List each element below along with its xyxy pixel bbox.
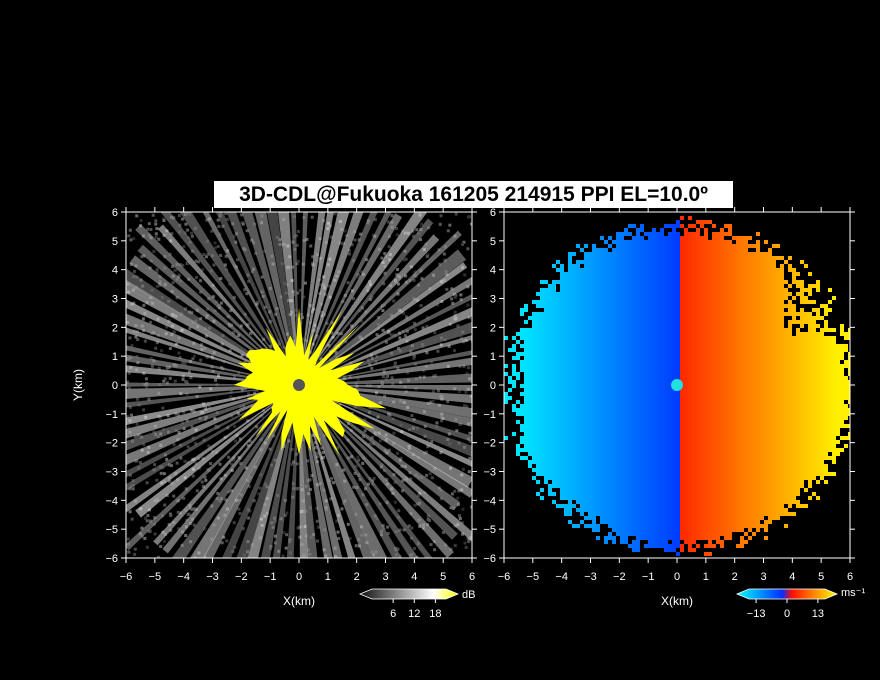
velocity-colorbar: ms⁻¹ −13 0 13 [735, 587, 865, 620]
y-axis-label: Y(km) [71, 369, 85, 401]
velocity-panel: −6 −5 −4 −3 −2 −1 0 1 2 3 4 5 6 6 5 4 3 2 1 0 −1 −2 −3 −4 −5 −6 X… [483, 207, 855, 608]
x-tick-label: 0 [296, 571, 302, 583]
radar-site-marker [671, 379, 683, 391]
y-tick-label: 3 [490, 294, 496, 306]
reflectivity-image [126, 212, 472, 558]
colorbar-bar [735, 588, 839, 600]
y-tick-label: −4 [483, 495, 496, 507]
x-tick-label: 2 [732, 571, 738, 583]
y-tick-label: 0 [112, 380, 118, 392]
colorbar-tick-label: 12 [408, 608, 420, 620]
y-tick-label: −2 [483, 438, 496, 450]
x-tick-label: 4 [411, 571, 417, 583]
axis-ticks: −6 −5 −4 −3 −2 −1 0 1 2 3 4 5 6 6 5 4 3 2 1 0 −1 −2 −3 −4 −5 −6 [483, 207, 855, 583]
x-tick-label: 4 [789, 571, 795, 583]
x-tick-label: −2 [613, 571, 626, 583]
y-tick-label: 1 [490, 351, 496, 363]
x-tick-label: −5 [149, 571, 162, 583]
x-tick-label: 6 [847, 571, 853, 583]
x-tick-label: −5 [527, 571, 540, 583]
colorbar-tick-label: −13 [747, 608, 766, 620]
y-tick-label: −3 [105, 467, 118, 479]
x-tick-label: 3 [760, 571, 766, 583]
y-tick-label: −3 [483, 467, 496, 479]
radar-site-marker [293, 379, 305, 391]
y-tick-label: 6 [490, 207, 496, 219]
x-tick-label: −6 [120, 571, 133, 583]
y-tick-label: −5 [483, 524, 496, 536]
y-tick-label: −1 [483, 409, 496, 421]
y-tick-label: 2 [490, 322, 496, 334]
x-tick-label: −3 [206, 571, 219, 583]
y-tick-label: −6 [483, 553, 496, 565]
y-tick-label: 4 [490, 265, 496, 277]
y-tick-label: 5 [112, 236, 118, 248]
x-tick-label: 0 [674, 571, 680, 583]
x-tick-label: −4 [177, 571, 190, 583]
x-tick-label: 2 [354, 571, 360, 583]
colorbar-tick-label: 18 [429, 608, 441, 620]
colorbar-tick-label: 6 [390, 608, 396, 620]
reflectivity-panel: −6 −5 −4 −3 −2 −1 0 1 2 3 4 5 6 6 5 4 3 2 1 0 −1 −2 −3 −4 −5 −6 X… [71, 207, 477, 608]
x-tick-label: −3 [584, 571, 597, 583]
x-tick-label: −6 [498, 571, 511, 583]
x-tick-label: −2 [235, 571, 248, 583]
y-tick-label: −4 [105, 495, 118, 507]
x-axis-label: X(km) [661, 594, 693, 608]
colorbar-unit: ms⁻¹ [841, 587, 865, 599]
y-tick-label: −5 [105, 524, 118, 536]
y-tick-label: 0 [490, 380, 496, 392]
x-tick-label: 1 [703, 571, 709, 583]
colorbar-unit: dB [462, 589, 475, 601]
y-tick-label: 3 [112, 294, 118, 306]
x-tick-label: −1 [264, 571, 277, 583]
x-tick-label: 5 [440, 571, 446, 583]
colorbar-tick-label: 13 [812, 608, 824, 620]
x-tick-label: 5 [818, 571, 824, 583]
y-tick-label: 6 [112, 207, 118, 219]
x-tick-label: 6 [469, 571, 475, 583]
chart-title: 3D-CDL@Fukuoka 161205 214915 PPI EL=10.0… [214, 181, 733, 208]
y-tick-label: 1 [112, 351, 118, 363]
colorbar-bar [358, 588, 460, 600]
y-tick-label: 5 [490, 236, 496, 248]
x-tick-label: −1 [642, 571, 655, 583]
reflectivity-colorbar: dB 6 12 18 [358, 588, 475, 620]
y-tick-label: 2 [112, 322, 118, 334]
x-tick-label: 3 [382, 571, 388, 583]
velocity-image [504, 216, 850, 556]
axis-ticks: −6 −5 −4 −3 −2 −1 0 1 2 3 4 5 6 6 5 4 3 2 1 0 −1 −2 −3 −4 −5 −6 [105, 207, 477, 583]
y-tick-label: −2 [105, 438, 118, 450]
y-tick-label: −1 [105, 409, 118, 421]
colorbar-tick-label: 0 [784, 608, 790, 620]
x-axis-label: X(km) [283, 594, 315, 608]
y-tick-label: −6 [105, 553, 118, 565]
x-tick-label: −4 [555, 571, 568, 583]
y-tick-label: 4 [112, 265, 118, 277]
x-tick-label: 1 [325, 571, 331, 583]
